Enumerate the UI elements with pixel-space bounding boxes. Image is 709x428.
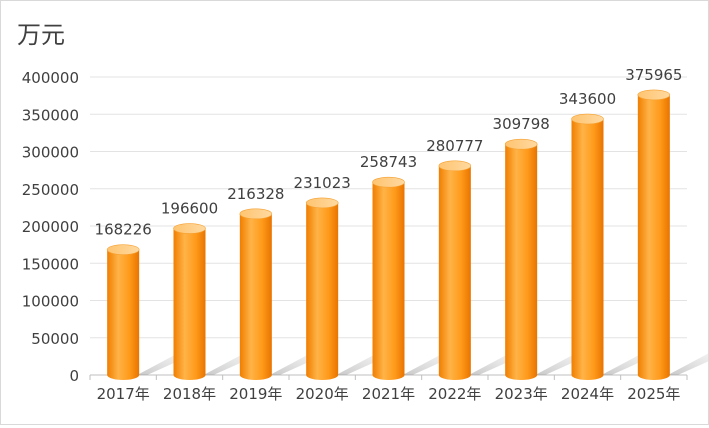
x-tick-label: 2017年 xyxy=(97,385,150,403)
bar-2019年 xyxy=(239,208,273,380)
x-tick-label: 2023年 xyxy=(495,385,548,403)
data-label: 231023 xyxy=(294,174,351,192)
data-label: 168226 xyxy=(95,221,152,239)
bar-2017年 xyxy=(106,244,140,380)
y-tick-label: 100000 xyxy=(22,293,79,311)
y-tick-label: 0 xyxy=(69,367,79,385)
y-axis-ticks: 0 50000 100000 150000 200000 250000 300000 3500… xyxy=(22,69,79,385)
bar-shadow xyxy=(667,353,709,375)
data-label: 196600 xyxy=(161,200,218,218)
data-label: 375965 xyxy=(625,66,682,84)
data-label: 309798 xyxy=(493,115,550,133)
x-tick-label: 2018年 xyxy=(163,385,216,403)
bar-2018年 xyxy=(173,223,206,380)
data-label: 258743 xyxy=(360,153,417,171)
x-tick-label: 2025年 xyxy=(627,385,680,403)
data-label: 280777 xyxy=(426,137,483,155)
y-tick-label: 250000 xyxy=(22,181,79,199)
y-tick-label: 50000 xyxy=(31,330,79,348)
y-tick-label: 300000 xyxy=(22,144,79,162)
x-tick-label: 2022年 xyxy=(428,385,481,403)
y-tick-label: 200000 xyxy=(22,218,79,236)
x-tick-label: 2019年 xyxy=(229,385,282,403)
x-tick-label: 2024年 xyxy=(561,385,614,403)
bar-2023年 xyxy=(504,138,538,380)
y-tick-label: 400000 xyxy=(22,69,79,87)
bar-2020年 xyxy=(305,197,339,380)
data-label: 343600 xyxy=(559,90,616,108)
x-tick-label: 2021年 xyxy=(362,385,415,403)
y-tick-label: 150000 xyxy=(22,255,79,273)
bar-2021年 xyxy=(372,176,405,380)
x-tick-label: 2020年 xyxy=(296,385,349,403)
data-label: 216328 xyxy=(227,185,284,203)
data-labels: 168226 196600 216328 231023 258743 280777 3097… xyxy=(95,66,683,239)
bars xyxy=(106,89,671,381)
bar-shadows xyxy=(137,342,709,375)
bar-2022年 xyxy=(438,160,472,380)
y-tick-label: 350000 xyxy=(22,106,79,124)
x-axis-ticks: 2017年 2018年 2019年 2020年 2021年 2022年 2023年 2024年… xyxy=(89,375,688,403)
y-unit-label: 万元 xyxy=(17,21,65,49)
bar-2025年 xyxy=(637,89,671,381)
bar-2024年 xyxy=(571,113,604,380)
